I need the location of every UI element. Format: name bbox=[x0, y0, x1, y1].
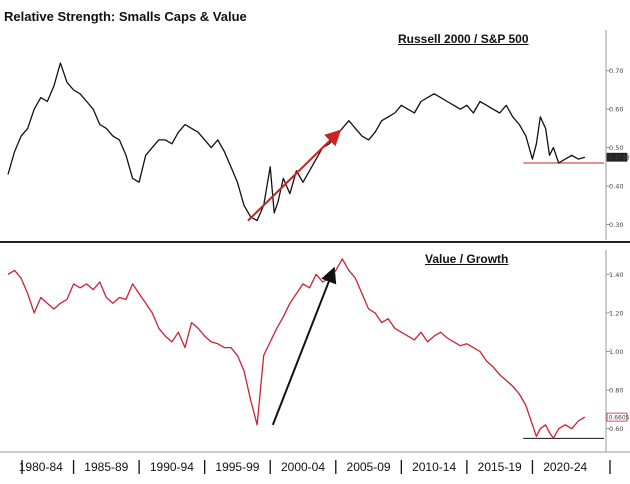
y-tick-label: 0.80 bbox=[609, 387, 623, 395]
series-line bbox=[7, 62, 586, 222]
chart-title: Relative Strength: Smalls Caps & Value bbox=[4, 9, 247, 24]
x-tick-label: 1990-94 bbox=[150, 460, 194, 474]
x-tick-label: 1995-99 bbox=[215, 460, 259, 474]
trend-arrow bbox=[247, 129, 342, 222]
last-value-label: 0.6605 bbox=[609, 414, 630, 421]
x-tick-label: 1985-89 bbox=[84, 460, 128, 474]
last-value-badge bbox=[606, 412, 628, 422]
x-tick-label: 2020-24 bbox=[543, 460, 587, 474]
y-tick-label: 1.20 bbox=[609, 309, 623, 317]
y-tick-label: 1.40 bbox=[609, 271, 623, 279]
x-tick-label: 2005-09 bbox=[347, 460, 391, 474]
bottom-panel-title: Value / Growth bbox=[425, 252, 509, 266]
y-tick-label: 0.70 bbox=[609, 67, 623, 75]
last-value-badge bbox=[606, 152, 628, 162]
y-tick-label: 0.40 bbox=[609, 183, 623, 191]
y-tick-label: 0.60 bbox=[609, 425, 623, 433]
x-tick-label: 2000-04 bbox=[281, 460, 325, 474]
last-value-label: 0.4748 bbox=[609, 154, 630, 161]
series-line bbox=[7, 258, 586, 439]
x-tick-label: 2015-19 bbox=[478, 460, 522, 474]
y-tick-label: 0.60 bbox=[609, 106, 623, 114]
top-panel-title: Russell 2000 / S&P 500 bbox=[398, 32, 529, 46]
trend-arrow bbox=[271, 266, 337, 426]
y-tick-label: 0.50 bbox=[609, 144, 623, 152]
x-tick-label: 1980-84 bbox=[19, 460, 63, 474]
y-tick-label: 1.00 bbox=[609, 348, 623, 356]
x-tick-label: 2010-14 bbox=[412, 460, 456, 474]
y-tick-label: 0.30 bbox=[609, 221, 623, 229]
